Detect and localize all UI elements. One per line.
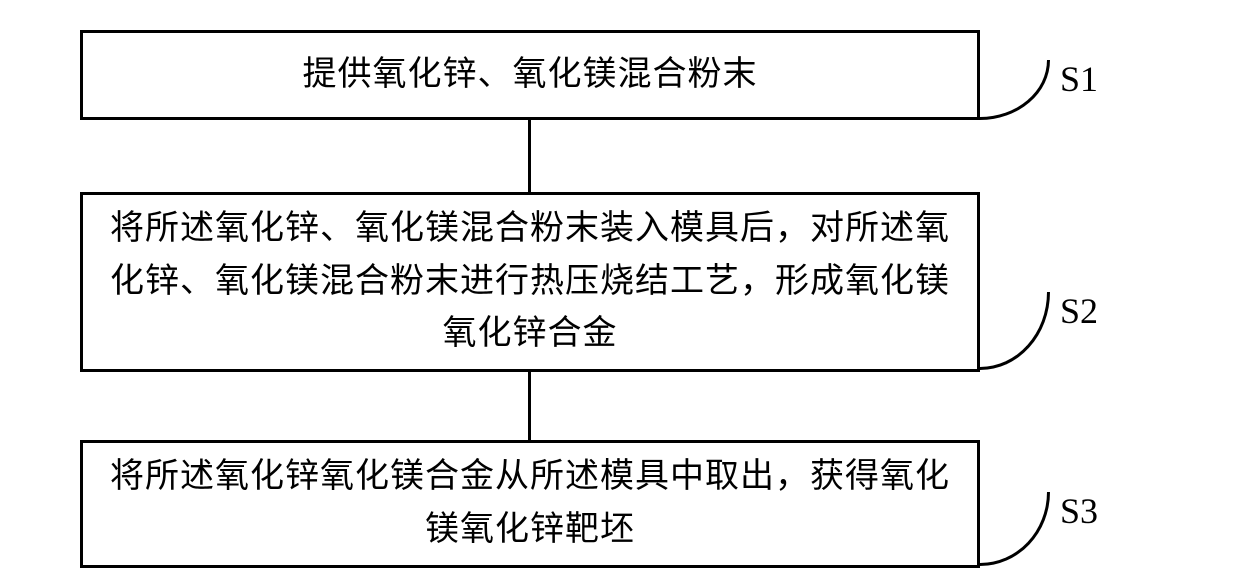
step-label-s2: S2 bbox=[1060, 290, 1098, 332]
step-box-s1: 提供氧化锌、氧化镁混合粉末 bbox=[80, 30, 980, 120]
step-text-s3: 将所述氧化锌氧化镁合金从所述模具中取出，获得氧化镁氧化锌靶坯 bbox=[107, 451, 953, 556]
step-text-s2: 将所述氧化锌、氧化镁混合粉末装入模具后，对所述氧化锌、氧化镁混合粉末进行热压烧结… bbox=[107, 203, 953, 361]
step-box-s3: 将所述氧化锌氧化镁合金从所述模具中取出，获得氧化镁氧化锌靶坯 bbox=[80, 440, 980, 568]
label-curve-s2 bbox=[980, 292, 1050, 370]
connector-s2-s3 bbox=[528, 372, 531, 440]
connector-s1-s2 bbox=[528, 120, 531, 192]
step-label-s3: S3 bbox=[1060, 490, 1098, 532]
step-box-s2: 将所述氧化锌、氧化镁混合粉末装入模具后，对所述氧化锌、氧化镁混合粉末进行热压烧结… bbox=[80, 192, 980, 372]
step-label-s1: S1 bbox=[1060, 58, 1098, 100]
step-text-s1: 提供氧化锌、氧化镁混合粉末 bbox=[303, 49, 758, 102]
label-curve-s1 bbox=[980, 60, 1050, 120]
flowchart-canvas: 提供氧化锌、氧化镁混合粉末 S1 将所述氧化锌、氧化镁混合粉末装入模具后，对所述… bbox=[0, 0, 1240, 588]
label-curve-s3 bbox=[980, 492, 1050, 566]
